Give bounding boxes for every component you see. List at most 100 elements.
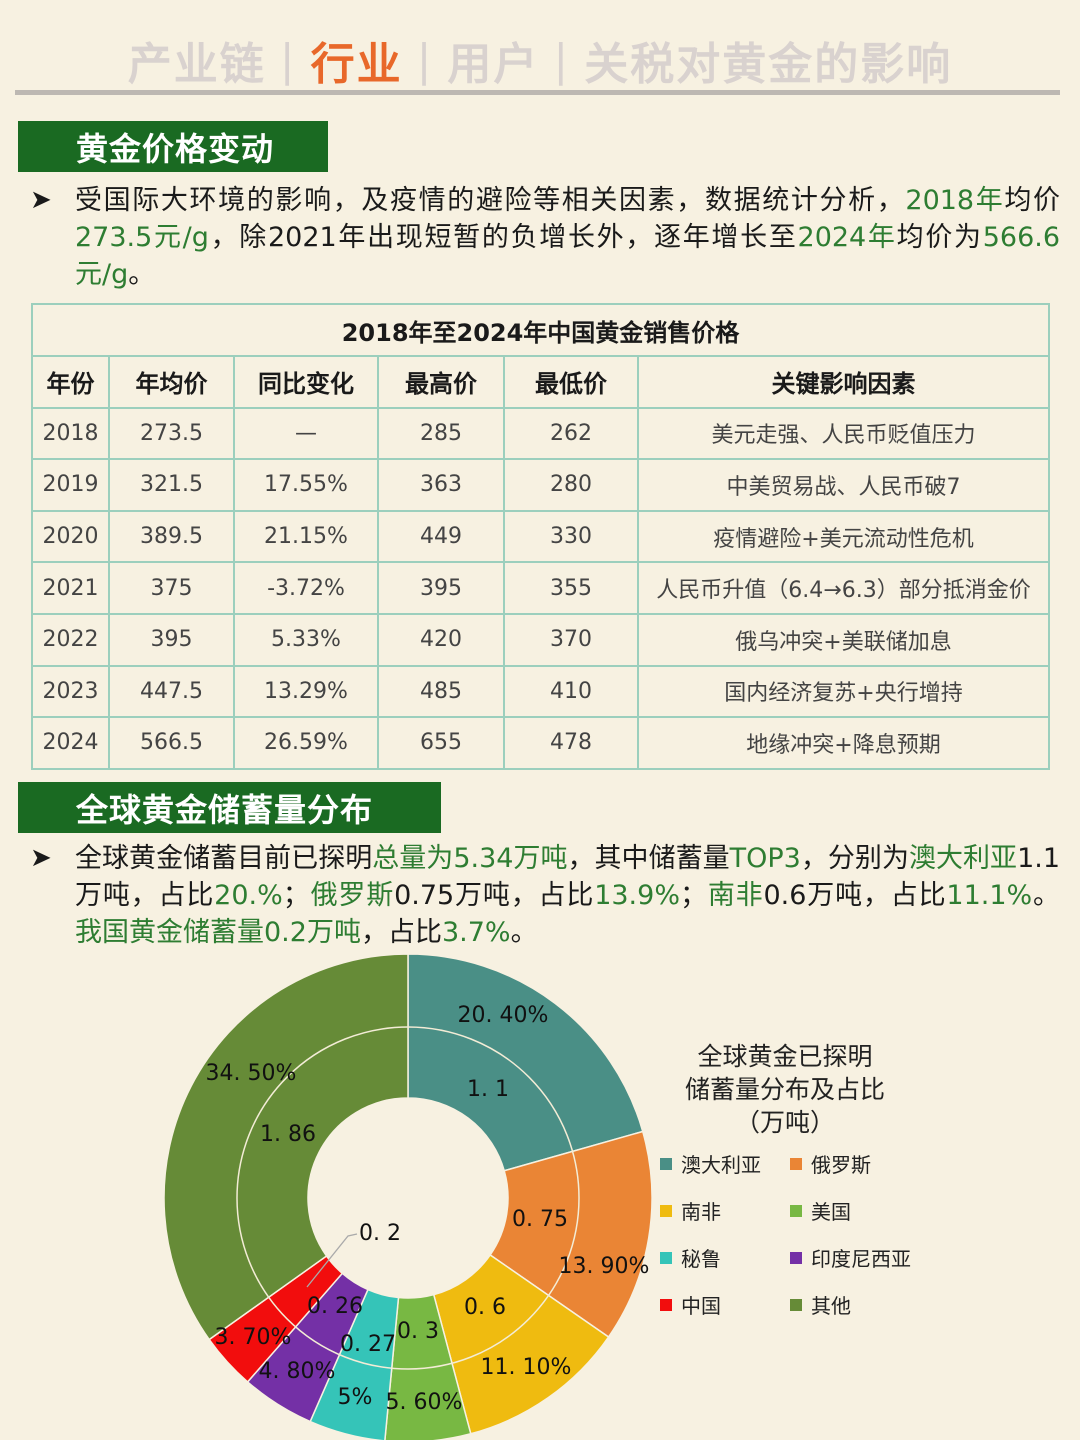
chart-legend: 澳大利亚 俄罗斯 南非 美国 秘鲁 印度尼西亚 中国 其他	[660, 1150, 960, 1318]
table-cell: 俄乌冲突+美联储加息	[636, 612, 1051, 667]
price-summary-text: 受国际大环境的影响，及疫情的避险等相关因素，数据统计分析，2018年均价 273.…	[75, 182, 1060, 293]
table-cell: 13.29%	[233, 664, 379, 719]
table-header-cell: 最高价	[377, 355, 505, 409]
legend-item: 中国	[660, 1291, 790, 1318]
table-cell: 655	[377, 716, 505, 770]
table-cell: 2023	[31, 664, 110, 719]
legend-swatch-icon	[790, 1157, 802, 1170]
highlight-text: 澳大利亚	[908, 843, 1018, 874]
table-cell: 330	[503, 509, 639, 564]
table-cell: 地缘冲突+降息预期	[636, 716, 1051, 770]
table-cell: 355	[503, 561, 639, 615]
table-header-cell: 关键影响因素	[636, 355, 1051, 409]
table-cell: 375	[108, 561, 235, 615]
reserves-summary-paragraph: ➤ 全球黄金储蓄目前已探明总量为5.34万吨，其中储蓄量TOP3，分别为澳大利亚…	[30, 840, 1060, 951]
highlight-text: 11.1%	[946, 880, 1033, 911]
table-header-cell: 年份	[31, 355, 110, 409]
body-text: ，其中储蓄量	[567, 843, 730, 874]
highlight-text: 俄罗斯	[309, 880, 395, 911]
top-divider	[15, 90, 1060, 95]
percent-label: 34. 50%	[206, 1061, 297, 1086]
legend-swatch-icon	[660, 1251, 672, 1264]
legend-item: 澳大利亚	[660, 1150, 790, 1177]
price-summary-paragraph: ➤ 受国际大环境的影响，及疫情的避险等相关因素，数据统计分析，2018年均价 27…	[30, 182, 1060, 293]
table-cell: 485	[377, 664, 505, 719]
table-cell: 2024	[31, 716, 110, 770]
nav-tab-1[interactable]: 行业	[310, 39, 403, 90]
percent-label: 20. 40%	[458, 1003, 549, 1028]
body-text: 。	[1032, 880, 1061, 911]
value-label: 0. 3	[397, 1319, 439, 1344]
legend-label: 中国	[681, 1294, 721, 1318]
chart-title-line: 储蓄量分布及占比	[684, 1075, 885, 1104]
body-text: 全球黄金储蓄目前已探明	[75, 843, 373, 874]
highlight-text: 3.7%	[441, 917, 511, 948]
highlight-text: 20.%	[214, 880, 283, 911]
legend-swatch-icon	[660, 1204, 672, 1217]
legend-item: 美国	[790, 1197, 940, 1224]
table-cell: 363	[377, 458, 505, 512]
body-text: 受国际大环境的影响，及疫情的避险等相关因素，数据统计分析，	[75, 185, 906, 216]
table-cell: 2019	[31, 458, 110, 512]
nav-tab-3[interactable]: 关税对黄金的影响	[584, 39, 953, 90]
legend-swatch-icon	[790, 1251, 802, 1264]
legend-swatch-icon	[660, 1157, 672, 1170]
table-cell: 人民币升值（6.4→6.3）部分抵消金价	[636, 561, 1051, 615]
body-text: 均价为	[896, 222, 983, 253]
nav-tab-2[interactable]: 用户	[447, 39, 540, 90]
legend-item: 其他	[790, 1291, 940, 1318]
percent-label: 5. 60%	[386, 1390, 463, 1415]
body-text: ，除2021年出现短暂的负增长外，逐年增长至	[208, 222, 798, 253]
table-row: 2018 273.5—285 262 美元走强、人民币贬值压力	[31, 406, 1051, 461]
chart-title-line: （万吨）	[734, 1108, 835, 1137]
body-text: 1.1万吨，占比	[75, 843, 1061, 911]
body-text: 均价	[1004, 185, 1061, 216]
china-leader-line	[306, 1233, 358, 1288]
highlight-text: 南非	[706, 880, 764, 911]
gold-reserves-donut-chart: 1. 1 0. 75 0. 6 0. 30. 27 0. 26 0. 2 1. 86 20. …	[163, 953, 653, 1440]
table-cell: 410	[503, 664, 639, 719]
table-cell: 566.5	[108, 716, 235, 770]
table-cell: 2021	[31, 561, 110, 615]
legend-item: 俄罗斯	[790, 1150, 940, 1177]
legend-swatch-icon	[660, 1298, 672, 1311]
donut-slice-2	[432, 1253, 610, 1435]
percent-label: 3. 70%	[215, 1325, 292, 1350]
nav-separator: |	[279, 34, 297, 86]
chart-title-line: 全球黄金已探明	[697, 1042, 873, 1071]
body-text: ；	[282, 880, 310, 911]
legend-label: 澳大利亚	[681, 1153, 761, 1177]
percent-label: 5%	[338, 1385, 373, 1410]
table-cell: 395	[377, 561, 505, 615]
nav-tab-0[interactable]: 产业链	[127, 39, 266, 90]
table-cell: 2018	[31, 406, 110, 461]
table-cell: 国内经济复苏+央行增持	[636, 664, 1051, 719]
table-header-cell: 年均价	[108, 355, 235, 409]
chart-title: 全球黄金已探明 储蓄量分布及占比 （万吨）	[660, 1040, 910, 1139]
section-title-text: 黄金价格变动	[76, 129, 275, 168]
donut-slice-7	[163, 953, 409, 1341]
table-row: 2022 395 5.33% 420 370 俄乌冲突+美联储加息	[31, 612, 1051, 667]
table-cell: 5.33%	[233, 612, 379, 667]
percent-label: 4. 80%	[259, 1359, 336, 1384]
highlight-text: 2024年	[797, 222, 897, 253]
legend-swatch-icon	[790, 1204, 802, 1217]
body-text: ；	[679, 880, 707, 911]
legend-label: 秘鲁	[681, 1247, 721, 1271]
bullet-arrow-icon: ➤	[30, 843, 52, 873]
value-label: 0. 26	[307, 1294, 363, 1319]
table-cell: 中美贸易战、人民币破7	[636, 458, 1051, 512]
nav-separator: |	[416, 34, 434, 86]
reserves-summary-text: 全球黄金储蓄目前已探明总量为5.34万吨，其中储蓄量TOP3，分别为澳大利亚1.…	[75, 840, 1060, 951]
table-cell: 美元走强、人民币贬值压力	[636, 406, 1051, 461]
percent-label: 13. 90%	[559, 1254, 650, 1279]
table-cell: —	[233, 406, 379, 461]
legend-label: 俄罗斯	[811, 1153, 871, 1177]
bullet-arrow-icon: ➤	[30, 185, 52, 215]
legend-swatch-icon	[790, 1298, 802, 1311]
table-cell: 262	[503, 406, 639, 461]
top-nav: 产业链 | 行业 | 用户 | 关税对黄金的影响	[0, 28, 1080, 92]
value-label: 1. 86	[260, 1122, 316, 1147]
body-text: 。	[510, 917, 538, 948]
table-header-cell: 同比变化	[233, 355, 379, 409]
